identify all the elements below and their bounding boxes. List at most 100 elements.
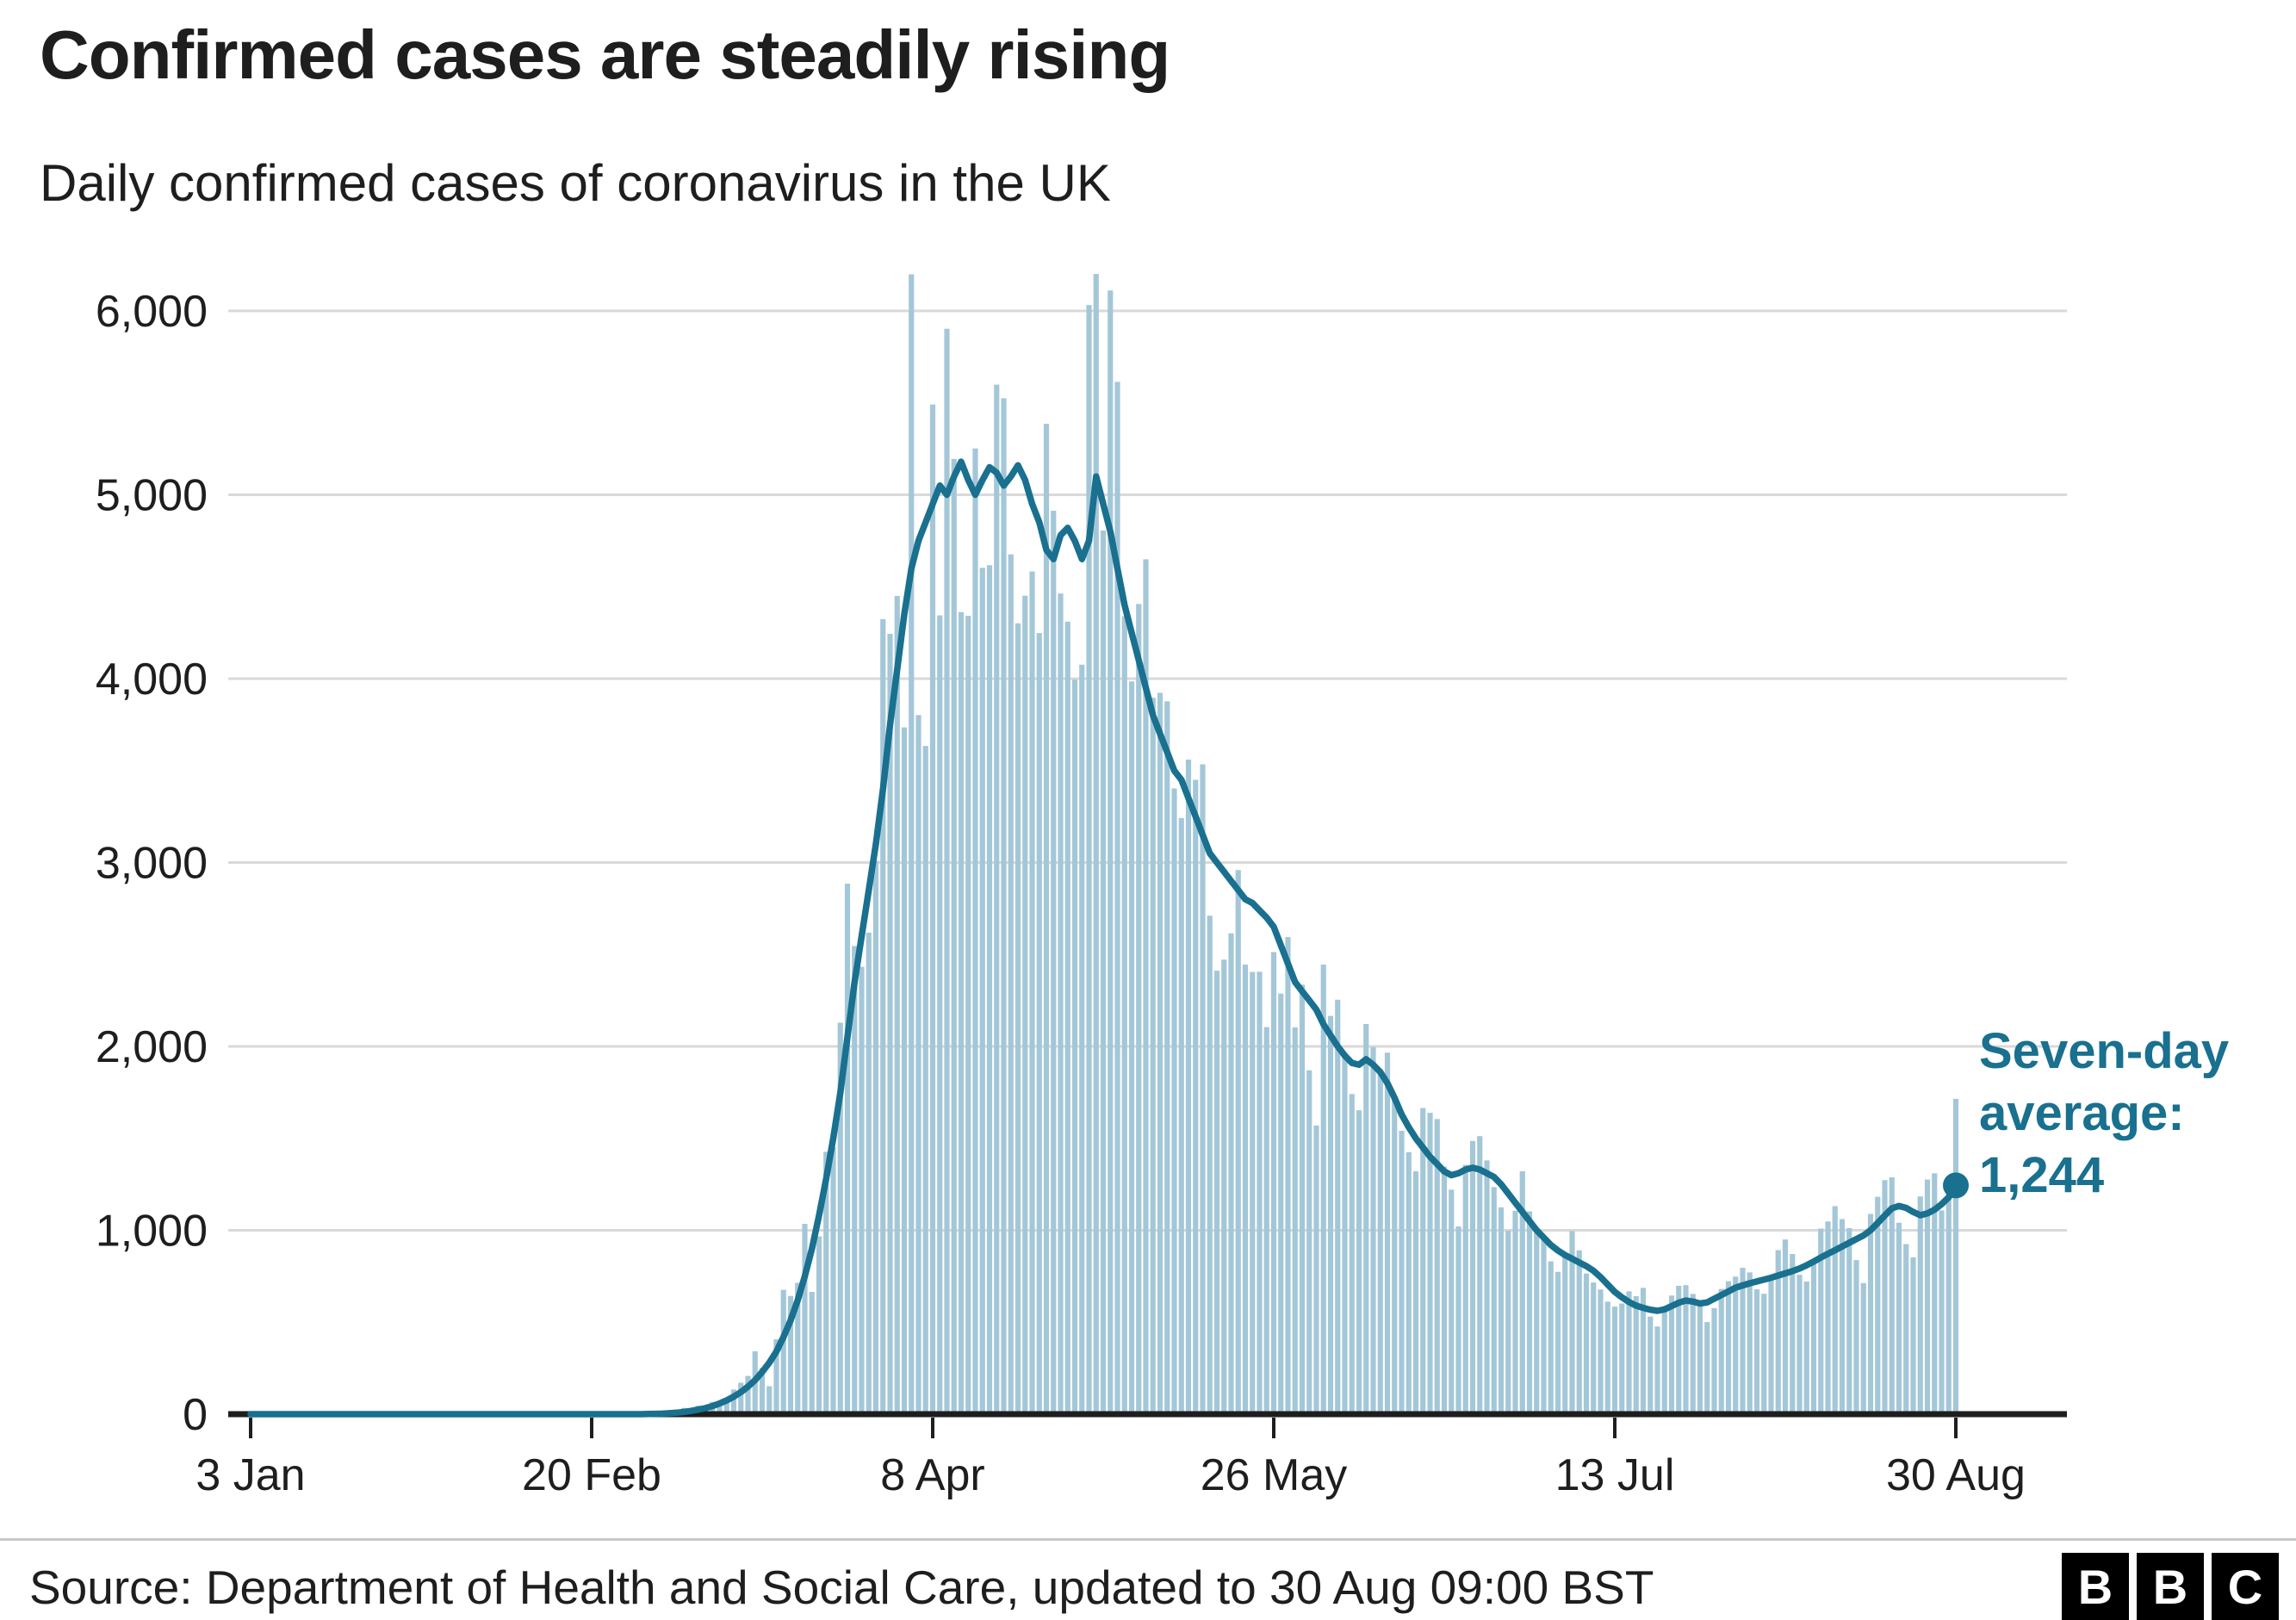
daily-cases-bar <box>1726 1282 1731 1414</box>
x-tick-label: 8 Apr <box>880 1450 984 1500</box>
daily-cases-bar <box>1470 1141 1475 1414</box>
daily-cases-bar <box>1086 305 1091 1414</box>
daily-cases-bar <box>1634 1296 1639 1414</box>
daily-cases-bar <box>1747 1272 1753 1414</box>
daily-cases-bar <box>1186 760 1191 1414</box>
daily-cases-bar <box>1293 1027 1298 1414</box>
daily-cases-bar <box>880 619 885 1414</box>
daily-cases-bar <box>909 275 914 1414</box>
daily-cases-bar <box>1101 531 1106 1414</box>
daily-cases-bar <box>1442 1167 1447 1414</box>
daily-cases-bar <box>1512 1211 1517 1414</box>
daily-cases-bar <box>1179 818 1184 1414</box>
daily-cases-bar <box>1562 1256 1567 1414</box>
daily-cases-bar <box>1811 1264 1816 1414</box>
daily-cases-bar <box>1783 1239 1788 1414</box>
annotation-value: 1,244 <box>1979 1145 2282 1207</box>
daily-cases-bar <box>1790 1254 1795 1414</box>
x-tick-label: 3 Jan <box>195 1450 305 1500</box>
y-tick-label-2000: 2,000 <box>96 1022 208 1072</box>
daily-cases-bar <box>1733 1276 1738 1414</box>
daily-cases-bar <box>1484 1160 1489 1414</box>
daily-cases-bar <box>1065 622 1070 1414</box>
daily-cases-bar <box>1313 1126 1319 1414</box>
daily-cases-bar <box>1342 1052 1347 1414</box>
daily-cases-bar <box>1250 972 1255 1414</box>
y-tick-label-6000: 6,000 <box>96 287 208 337</box>
daily-cases-bar <box>1648 1317 1653 1414</box>
daily-cases-bar <box>1754 1289 1759 1414</box>
daily-cases-bar <box>810 1292 815 1414</box>
daily-cases-bar <box>1399 1131 1404 1414</box>
daily-cases-bar <box>1257 971 1262 1414</box>
daily-cases-bar <box>937 616 942 1414</box>
daily-cases-bar <box>1044 424 1049 1414</box>
daily-cases-bar <box>1711 1308 1716 1414</box>
daily-cases-bar <box>802 1224 807 1414</box>
daily-cases-bar <box>1001 398 1006 1414</box>
daily-cases-bar <box>1335 1000 1340 1414</box>
daily-cases-bar <box>1946 1180 1952 1414</box>
daily-cases-bar <box>1193 779 1198 1414</box>
daily-cases-bar <box>1350 1094 1355 1414</box>
daily-cases-bar <box>873 861 878 1414</box>
daily-cases-bar <box>1385 1052 1390 1414</box>
daily-cases-bar <box>1598 1289 1603 1414</box>
daily-cases-bar <box>1136 604 1141 1414</box>
bbc-logo-block-b2: B <box>2137 1553 2204 1620</box>
daily-cases-bar <box>972 449 977 1414</box>
daily-cases-bar <box>1164 701 1170 1414</box>
daily-cases-bar <box>1214 971 1219 1414</box>
daily-cases-bar <box>781 1290 786 1414</box>
daily-cases-bar <box>1108 290 1113 1414</box>
daily-cases-bar <box>1499 1207 1504 1414</box>
daily-cases-bar <box>1654 1326 1660 1414</box>
daily-cases-bar <box>1612 1307 1617 1414</box>
daily-cases-bar <box>895 596 900 1414</box>
daily-cases-bar <box>1918 1196 1923 1414</box>
daily-cases-bar <box>1939 1210 1944 1414</box>
daily-cases-bar <box>1669 1295 1674 1414</box>
annotation-label: Seven-day average: <box>1979 1023 2229 1141</box>
daily-cases-bar <box>959 612 964 1414</box>
daily-cases-bar <box>1853 1260 1859 1414</box>
x-tick-label: 30 Aug <box>1886 1450 2026 1500</box>
daily-cases-bar <box>1037 633 1042 1414</box>
daily-cases-bar <box>930 405 935 1414</box>
chart-footer: Source: Department of Health and Social … <box>0 1538 2296 1617</box>
daily-cases-bar <box>1200 764 1205 1414</box>
bbc-logo-block-b1: B <box>2062 1553 2129 1620</box>
daily-cases-bar <box>980 568 985 1414</box>
daily-cases-bar <box>1392 1099 1397 1414</box>
daily-cases-bar <box>1455 1226 1461 1414</box>
daily-cases-bar <box>1243 965 1248 1414</box>
daily-cases-bar <box>1761 1294 1766 1414</box>
daily-cases-bar <box>1697 1306 1703 1414</box>
daily-cases-bar <box>952 459 957 1414</box>
daily-cases-bar <box>1804 1282 1809 1414</box>
daily-cases-bar <box>915 715 921 1414</box>
daily-cases-bar <box>866 933 872 1414</box>
daily-cases-bar <box>994 385 999 1414</box>
bbc-logo: B B C <box>2062 1553 2279 1620</box>
daily-cases-bar <box>1363 1024 1368 1414</box>
daily-cases-bar <box>1285 937 1290 1414</box>
daily-cases-bar <box>1896 1223 1902 1414</box>
daily-cases-bar <box>1079 665 1084 1414</box>
daily-cases-bar <box>1300 984 1305 1414</box>
daily-cases-bar <box>902 728 907 1414</box>
daily-cases-bar <box>1406 1152 1412 1414</box>
daily-cases-bar <box>859 967 864 1414</box>
daily-cases-bar <box>1577 1251 1582 1414</box>
daily-cases-bar <box>1591 1282 1596 1414</box>
daily-cases-bar <box>1029 572 1034 1414</box>
daily-cases-bar <box>1413 1171 1418 1414</box>
daily-cases-bar <box>1463 1164 1468 1414</box>
daily-cases-bar <box>1691 1294 1696 1414</box>
daily-cases-bar <box>1626 1291 1631 1414</box>
daily-cases-bar <box>766 1387 772 1414</box>
daily-cases-bar <box>1796 1275 1802 1414</box>
daily-cases-bar <box>1306 1071 1312 1414</box>
